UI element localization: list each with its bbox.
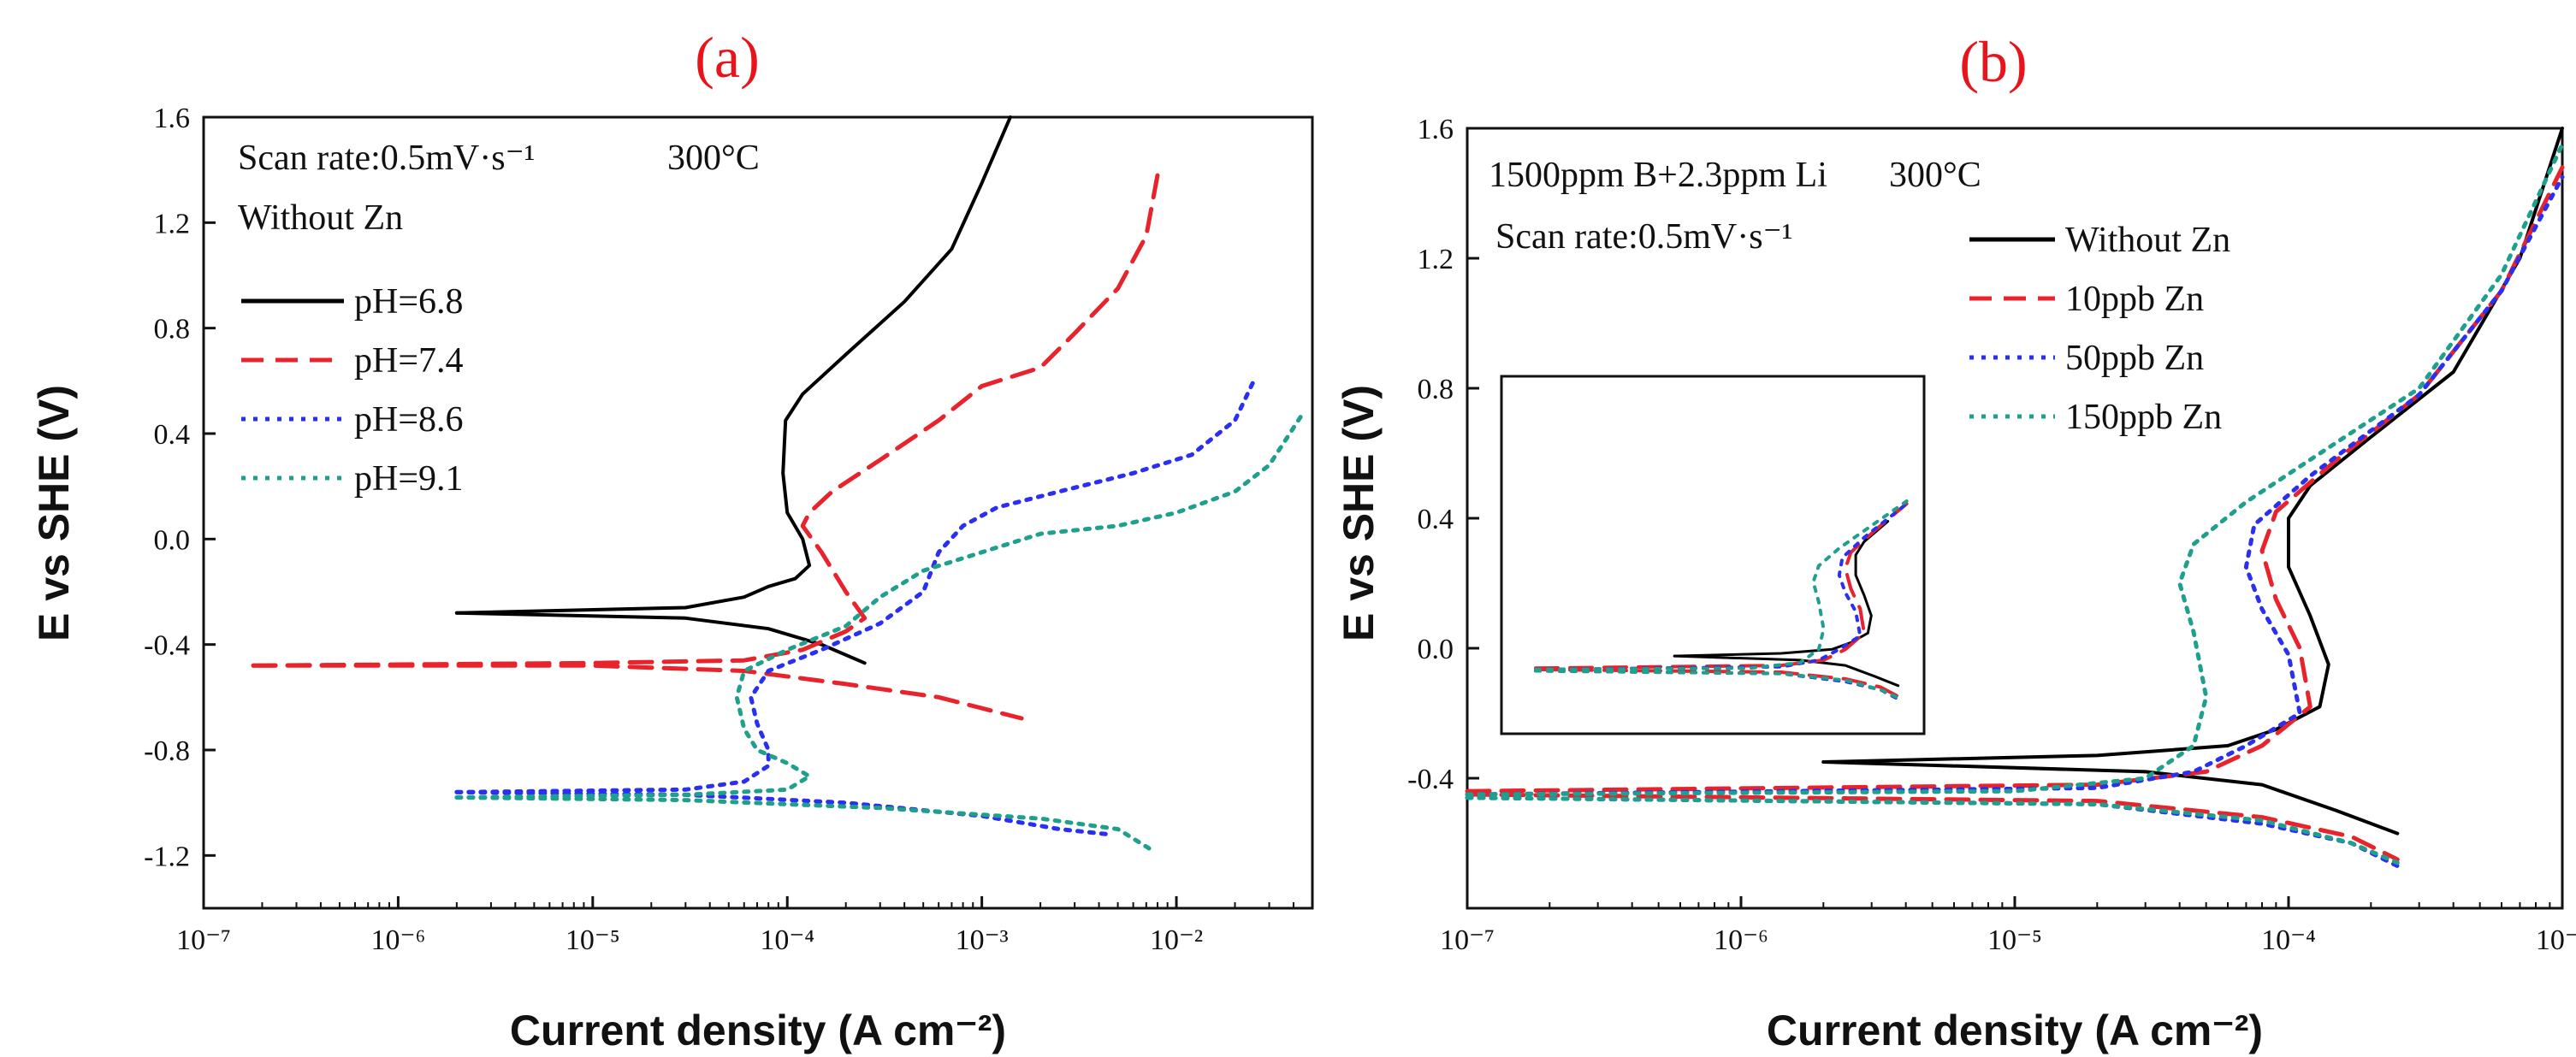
x-tick-label: 10⁻⁵: [1987, 924, 2042, 956]
series-line-ph-6-8-cathodic: [454, 611, 867, 665]
x-tick-label: 10⁻⁶: [1714, 924, 1768, 956]
y-tick-label: 1.2: [1418, 244, 1454, 275]
y-tick-label: 0.4: [154, 419, 191, 451]
legend-label: 10ppb Zn: [2065, 280, 2204, 319]
annotation-scan-rate-b: Scan rate:0.5mV·s⁻¹: [1495, 217, 1792, 257]
y-tick-label: 1.2: [154, 208, 191, 239]
inset-series-line: [1673, 654, 1900, 688]
inset-series-line: [1534, 667, 1900, 699]
series-line-ph-7-4-anodic: [251, 173, 1160, 668]
series-line-150ppb-zn-anodic: [1465, 142, 2565, 797]
annotation-scan-rate-a: Scan rate:0.5mV·s⁻¹: [238, 139, 535, 178]
x-axis-title-b: Current density (A cm⁻²): [1767, 1007, 2263, 1054]
y-axis-title-b: E vs SHE (V): [1335, 385, 1383, 641]
x-tick-label: 10⁻²: [1150, 924, 1203, 956]
y-tick-label: 0.4: [1418, 504, 1454, 535]
y-tick-label: 0.8: [154, 314, 191, 345]
series-line-ph-9-1-cathodic: [454, 795, 1155, 853]
legend-label: 50ppb Zn: [2065, 339, 2204, 378]
series-line-without-zn-anodic: [1821, 127, 2564, 764]
annotation-solution-b: 1500ppm B+2.3ppm Li: [1489, 156, 1827, 195]
inset-series-line: [1534, 669, 1900, 700]
series-line-ph-9-1-anodic: [454, 410, 1306, 800]
series-line-ph-6-8-anodic: [454, 115, 1012, 615]
legend-b: Without Zn 10ppb Zn 50ppb Zn 150ppb Zn: [1969, 221, 2230, 437]
series-line-without-zn-cathodic: [1821, 760, 2400, 836]
series-line-ph-8-6-anodic: [454, 378, 1256, 794]
legend-a: pH=6.8 pH=7.4 pH=8.6 pH=9.1: [241, 282, 464, 499]
series-group-a: [251, 115, 1306, 853]
panel-a-label: (a): [695, 25, 759, 90]
legend-label: pH=9.1: [354, 459, 464, 499]
panel-b-label: (b): [1959, 29, 2027, 94]
y-tick-label: -0.4: [144, 630, 190, 662]
annotation-without-zn-a: Without Zn: [238, 198, 403, 238]
legend-label: 150ppb Zn: [2065, 398, 2222, 437]
x-tick-label: 10⁻³: [956, 924, 1009, 956]
x-tick-label: 10⁻⁷: [1440, 924, 1495, 956]
y-tick-label: 0.0: [154, 524, 191, 556]
y-tick-label: -0.4: [1407, 764, 1454, 795]
inset-series-line: [1673, 520, 1890, 658]
legend-label: pH=8.6: [354, 400, 464, 440]
y-tick-label: 1.6: [1418, 114, 1454, 145]
annotation-temperature-a: 300°C: [667, 139, 760, 178]
y-tick-label: 1.6: [154, 103, 191, 134]
axis-ticks-a: 10⁻⁷ 10⁻⁶ 10⁻⁵ 10⁻⁴ 10⁻³ 10⁻² 1.6 1.2 0.8 0.4 0.0 -…: [144, 103, 1294, 956]
annotation-temperature-b: 300°C: [1889, 156, 1981, 195]
x-tick-label: 10⁻⁷: [176, 924, 231, 956]
series-line-50ppb-zn-cathodic: [1465, 795, 2400, 869]
y-tick-label: -1.2: [144, 841, 190, 872]
y-tick-label: 0.0: [1418, 634, 1454, 665]
x-tick-label: 10⁻³: [2536, 924, 2576, 956]
x-tick-label: 10⁻⁴: [760, 924, 814, 956]
x-axis-title-a: Current density (A cm⁻²): [510, 1007, 1006, 1054]
y-axis-title-a: E vs SHE (V): [30, 385, 78, 641]
series-line-50ppb-zn-anodic: [1465, 174, 2565, 797]
inset-zoom-b: [1500, 375, 1926, 735]
series-line-10ppb-zn-cathodic: [1465, 792, 2400, 862]
series-line-ph-7-4-cathodic: [251, 663, 1024, 721]
chart-panel-b: (b) 10⁻⁷ 10⁻⁶ 10⁻⁵ 10⁻⁴ 10⁻³ 1.6 1.2 0.8 0.4 0.0 -…: [1335, 29, 2576, 1054]
y-tick-label: -0.8: [144, 735, 190, 767]
legend-label: Without Zn: [2065, 221, 2230, 260]
axis-ticks-b: 10⁻⁷ 10⁻⁶ 10⁻⁵ 10⁻⁴ 10⁻³ 1.6 1.2 0.8 0.4 0.0 -0.4: [1407, 114, 2576, 956]
x-tick-label: 10⁻⁶: [371, 924, 426, 956]
chart-panel-a: (a) 10⁻⁷ 10⁻⁶ 10⁻⁵ 10⁻⁴ 10⁻³ 10⁻² 1.6 1.2 0.8 0.4…: [30, 25, 1314, 1054]
legend-label: pH=7.4: [354, 341, 464, 381]
x-tick-label: 10⁻⁴: [2261, 924, 2316, 956]
series-line-150ppb-zn-cathodic: [1465, 795, 2400, 865]
x-tick-label: 10⁻⁵: [566, 924, 620, 956]
inset-frame: [1500, 375, 1926, 735]
inset-series-line: [1534, 499, 1909, 671]
series-group-b: [1465, 127, 2565, 869]
inset-series-line: [1534, 502, 1909, 671]
y-tick-label: 0.8: [1418, 374, 1454, 405]
legend-label: pH=6.8: [354, 282, 464, 322]
